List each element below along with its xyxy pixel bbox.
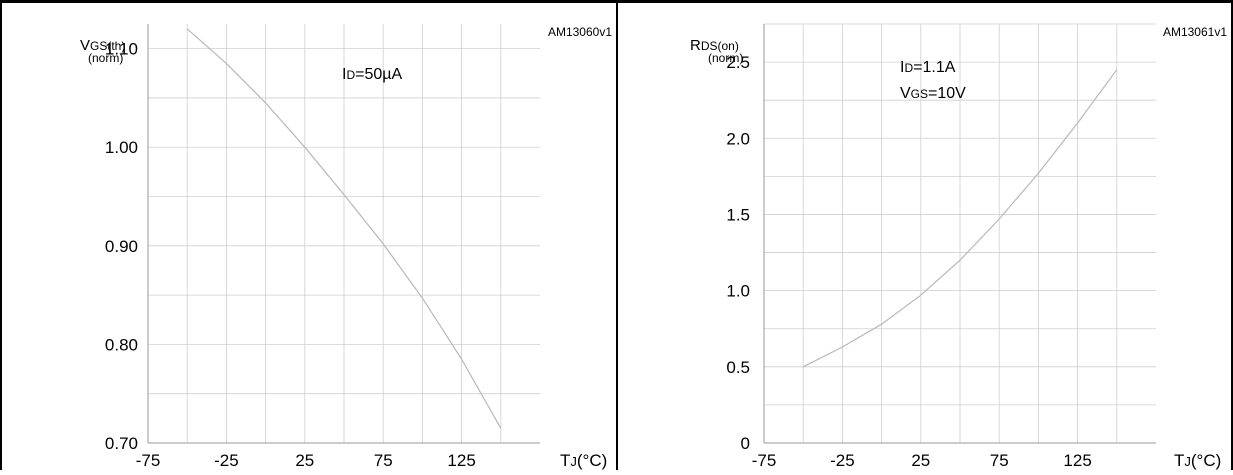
right-border — [1231, 0, 1233, 470]
y-tick-label: 0.70 — [105, 434, 138, 453]
y-tick-label: 0.80 — [105, 335, 138, 354]
series-line — [186, 28, 502, 429]
left-border — [0, 0, 2, 470]
y-tick-label: 0.90 — [105, 237, 138, 256]
x-tick-label: 25 — [911, 451, 930, 470]
condition-annotation: ID=50µA — [342, 66, 402, 83]
x-tick-label: 75 — [990, 451, 1009, 470]
y-axis-label-sub: DS(on) — [701, 39, 739, 53]
center-divider — [616, 0, 618, 470]
x-tick-label: -75 — [752, 451, 777, 470]
y-axis-norm-label: (norm) — [708, 51, 743, 65]
grid — [148, 24, 540, 443]
condition-annotation-rest: =10V — [928, 85, 966, 102]
x-tick-label: -25 — [830, 451, 855, 470]
y-axis-norm-label: (norm) — [88, 51, 123, 65]
grid — [764, 23, 1156, 443]
y-axis-label-main: V — [80, 37, 90, 54]
x-tick-label: 125 — [447, 451, 475, 470]
y-tick-label: 1.00 — [105, 138, 138, 157]
condition-annotation-sub: D — [346, 68, 355, 82]
y-tick-label: 2.5 — [726, 53, 750, 72]
condition-annotation-main: I — [900, 59, 904, 76]
x-axis-label-main: T — [1174, 451, 1184, 470]
y-axis-label: VGS(th) — [80, 37, 125, 54]
x-tick-label: 75 — [374, 451, 393, 470]
x-axis-label-sub: J — [570, 454, 577, 469]
x-axis-label: TJ(°C) — [560, 451, 607, 470]
x-axis-label: TJ(°C) — [1174, 451, 1221, 470]
condition-annotation-main: V — [900, 85, 911, 102]
y-tick-label: 1.0 — [726, 282, 750, 301]
heading-fragment-1 — [215, 0, 229, 3]
x-axis-label-main: T — [560, 451, 570, 470]
condition-annotation-sub: GS — [911, 87, 928, 101]
y-tick-label: 2.0 — [726, 129, 750, 148]
x-tick-label: 125 — [1063, 451, 1091, 470]
y-tick-label: 1.10 — [105, 40, 138, 59]
y-tick-label: 1.5 — [726, 205, 750, 224]
condition-annotation-sub: D — [904, 61, 913, 75]
condition-annotation-rest: =1.1A — [913, 59, 956, 76]
y-axis-label: RDS(on) — [690, 37, 739, 54]
condition-annotation: ID=1.1A — [900, 59, 956, 76]
x-tick-label: -25 — [214, 451, 239, 470]
y-axis-label-sub: GS(th) — [90, 39, 125, 53]
figure-id: AM13060v1 — [548, 25, 612, 39]
condition-annotation: VGS=10V — [900, 85, 966, 102]
x-axis-label-rest: (°C) — [577, 451, 607, 470]
figure-id: AM13061v1 — [1163, 25, 1227, 39]
series-line — [802, 69, 1118, 368]
heading-fragment-2 — [835, 0, 849, 3]
x-axis-label-rest: (°C) — [1191, 451, 1221, 470]
condition-annotation-main: I — [342, 66, 346, 83]
y-axis-label-main: R — [690, 37, 701, 54]
x-tick-label: 25 — [295, 451, 314, 470]
y-tick-label: 0.5 — [726, 358, 750, 377]
x-tick-label: -75 — [136, 451, 161, 470]
y-tick-label: 0 — [741, 434, 750, 453]
condition-annotation-rest: =50µA — [355, 66, 402, 83]
chart-vgs-th: AM13060v1 0.70 0.80 0.90 1.00 1.10 -75 -25 25 75 1… — [80, 24, 612, 470]
x-axis-label-sub: J — [1184, 454, 1191, 469]
